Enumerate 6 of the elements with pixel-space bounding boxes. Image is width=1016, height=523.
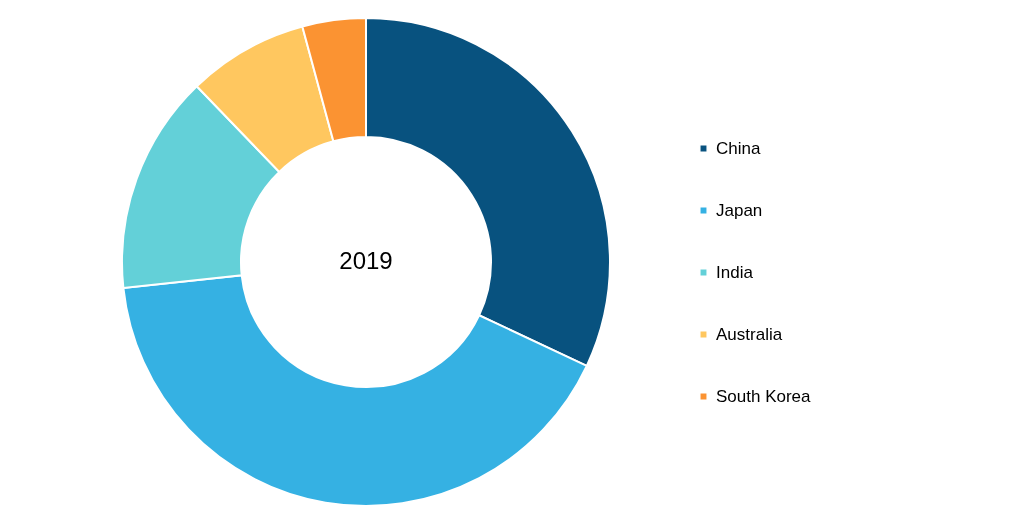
legend-label: Australia bbox=[716, 324, 783, 344]
legend-label: China bbox=[716, 138, 761, 158]
legend-label: Japan bbox=[716, 200, 763, 220]
legend-label: South Korea bbox=[716, 386, 812, 406]
text: 2019 bbox=[339, 247, 393, 274]
legend-label: India bbox=[716, 262, 754, 282]
